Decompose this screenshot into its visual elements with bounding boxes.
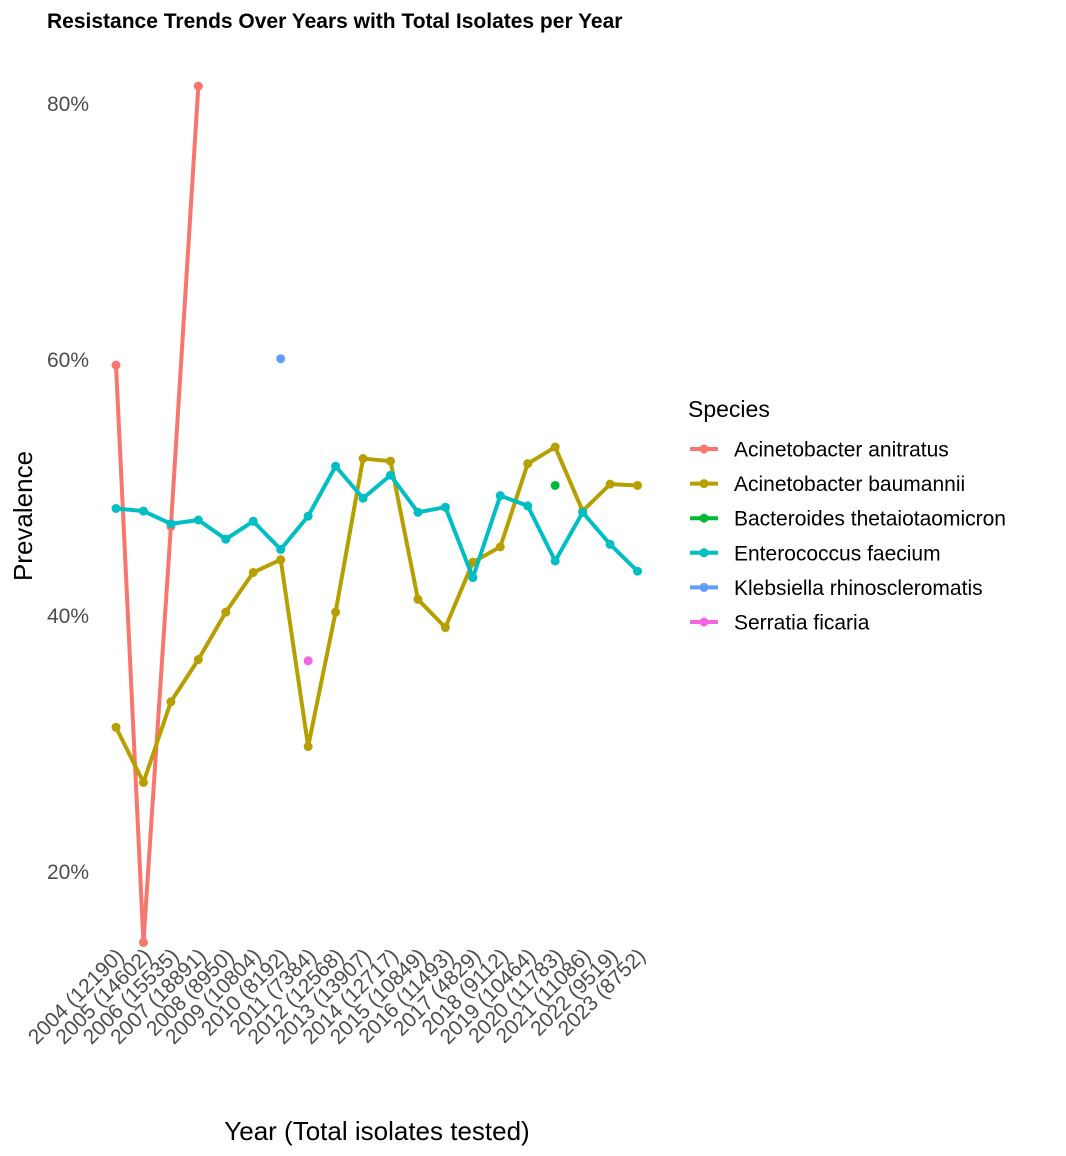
data-point bbox=[303, 656, 313, 666]
data-point bbox=[468, 573, 478, 583]
data-point bbox=[523, 459, 533, 469]
data-point bbox=[440, 623, 450, 633]
data-point bbox=[248, 516, 258, 526]
legend: Species Acinetobacter anitratus Acinetoba… bbox=[688, 396, 1006, 635]
data-point bbox=[111, 722, 121, 732]
series-bacteroides-thetaiotaomicron bbox=[550, 480, 560, 490]
legend-item: Bacteroides thetaiotaomicron bbox=[690, 508, 1006, 531]
y-axis-title: Prevalence bbox=[8, 451, 38, 581]
data-point bbox=[523, 501, 533, 511]
legend-key-point bbox=[699, 513, 709, 523]
data-point bbox=[413, 507, 423, 517]
data-point bbox=[111, 503, 121, 513]
series-line bbox=[115, 464, 639, 580]
legend-item: Acinetobacter anitratus bbox=[690, 439, 949, 462]
data-point bbox=[550, 442, 560, 452]
data-point bbox=[303, 742, 313, 752]
data-point bbox=[550, 480, 560, 490]
legend-label: Enterococcus faecium bbox=[734, 542, 941, 565]
y-tick-label: 80% bbox=[47, 93, 89, 116]
x-axis-ticks: 2004 (12190)2005 (14602)2006 (15535)2007… bbox=[24, 944, 650, 1049]
data-point bbox=[605, 479, 615, 489]
series-line bbox=[114, 85, 201, 945]
legend-key-point bbox=[699, 444, 709, 454]
y-tick-label: 60% bbox=[47, 349, 89, 372]
chart-title: Resistance Trends Over Years with Total … bbox=[47, 10, 622, 33]
data-point bbox=[276, 544, 286, 554]
data-point bbox=[276, 555, 286, 565]
legend-label: Acinetobacter anitratus bbox=[734, 439, 949, 462]
data-point bbox=[276, 354, 286, 364]
data-point bbox=[193, 655, 203, 665]
data-point bbox=[495, 542, 505, 552]
data-point bbox=[358, 454, 368, 464]
series-klebsiella-rhinoscleromatis bbox=[276, 354, 286, 364]
series-acinetobacter-anitratus bbox=[111, 81, 203, 947]
data-point bbox=[166, 697, 176, 707]
data-point bbox=[413, 594, 423, 604]
legend-item: Enterococcus faecium bbox=[690, 542, 941, 565]
legend-key-point bbox=[699, 582, 709, 592]
data-point bbox=[111, 360, 121, 370]
series-enterococcus-faecium bbox=[111, 461, 643, 583]
legend-key-point bbox=[699, 617, 709, 627]
data-point bbox=[303, 511, 313, 521]
data-point bbox=[495, 491, 505, 501]
data-point bbox=[248, 567, 258, 577]
y-tick-label: 20% bbox=[47, 861, 89, 884]
data-point bbox=[358, 493, 368, 503]
data-point bbox=[221, 534, 231, 544]
legend-label: Klebsiella rhinoscleromatis bbox=[734, 577, 983, 600]
data-point bbox=[221, 607, 231, 617]
y-axis-ticks: 20% 40% 60% 80% bbox=[47, 93, 89, 884]
data-point bbox=[193, 515, 203, 525]
y-tick-label: 40% bbox=[47, 605, 89, 628]
data-point bbox=[468, 557, 478, 567]
legend-key-point bbox=[699, 479, 709, 489]
data-point bbox=[633, 480, 643, 490]
data-point bbox=[440, 502, 450, 512]
legend-label: Acinetobacter baumannii bbox=[734, 473, 965, 496]
data-point bbox=[138, 506, 148, 516]
data-point bbox=[386, 456, 395, 466]
series-acinetobacter-baumannii bbox=[111, 442, 643, 787]
legend-item: Acinetobacter baumannii bbox=[690, 473, 965, 496]
data-point bbox=[331, 607, 341, 617]
legend-title: Species bbox=[688, 396, 770, 422]
data-point bbox=[550, 556, 560, 566]
data-point bbox=[331, 461, 341, 471]
legend-label: Bacteroides thetaiotaomicron bbox=[734, 508, 1006, 531]
legend-label: Serratia ficaria bbox=[734, 612, 870, 635]
data-point bbox=[578, 507, 588, 517]
data-point bbox=[633, 566, 643, 576]
x-axis-title: Year (Total isolates tested) bbox=[224, 1116, 529, 1146]
data-point bbox=[605, 539, 615, 549]
data-point bbox=[138, 937, 148, 947]
data-point bbox=[138, 777, 148, 787]
data-point bbox=[193, 81, 203, 91]
series-serratia-ficaria bbox=[303, 656, 313, 666]
data-point bbox=[386, 470, 395, 480]
series-line bbox=[114, 445, 638, 785]
series-layer bbox=[111, 81, 643, 947]
data-point bbox=[166, 519, 176, 529]
legend-key-point bbox=[699, 548, 709, 558]
legend-item: Klebsiella rhinoscleromatis bbox=[690, 577, 983, 600]
legend-item: Serratia ficaria bbox=[690, 612, 870, 635]
